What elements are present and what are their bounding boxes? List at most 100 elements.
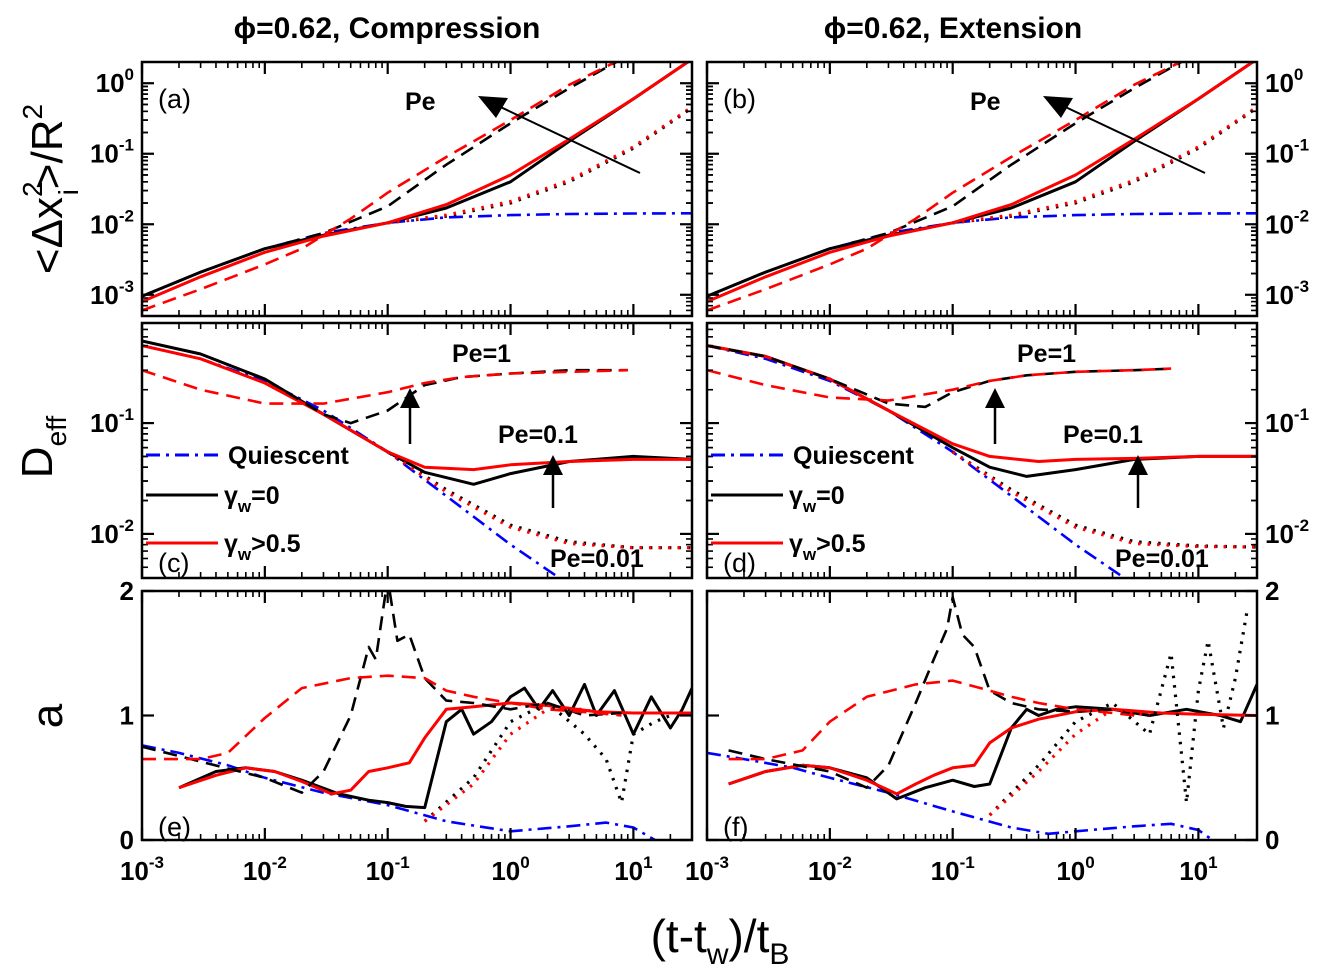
pe-arrow-shaft [1056, 102, 1206, 174]
series-line-2 [142, 344, 692, 472]
annotation-pe: Pe [970, 88, 1001, 116]
panel-label: (c) [158, 548, 189, 578]
y-tick-label-right: 100 [1265, 65, 1303, 98]
x-tick-label: 10-3 [120, 853, 164, 886]
series-group [707, 344, 1257, 578]
annotation-pe: Pe [405, 88, 436, 116]
legend-label: Quiescent [228, 442, 350, 470]
x-tick-label: 101 [614, 853, 652, 886]
series-line-2 [728, 707, 1257, 796]
y-tick-label-right: 10-3 [1265, 277, 1309, 310]
legend-label: γw>0.5 [224, 530, 301, 564]
column-title-extension: ϕ=0.62, Extension [824, 12, 1082, 45]
y-tick-label-right: 10-1 [1265, 136, 1309, 169]
panel-label: (e) [158, 812, 191, 842]
series-line-4 [707, 367, 1172, 402]
panel-d: 10-2 10-1 (d) Pe=1 Pe=0.1 Pe=0.01 Quiescent γw=… [705, 321, 1309, 580]
y-axis-label-deff: Deff [13, 416, 72, 479]
series-line-1 [178, 682, 692, 810]
series-line-2 [707, 344, 1257, 463]
series-line-4 [142, 368, 628, 405]
pe-arrow-head [1043, 96, 1073, 118]
plot-frame [140, 589, 694, 842]
up-arrow-head [985, 388, 1005, 408]
legend-label: γw=0 [224, 482, 280, 516]
series-line-3 [707, 344, 1172, 409]
series-line-3 [728, 595, 1135, 789]
series-line-3 [142, 339, 628, 425]
up-arrow-head [400, 388, 420, 408]
series-line-4 [728, 679, 1135, 761]
y-tick-label: 10-1 [90, 136, 134, 169]
plot-frame [705, 60, 1259, 318]
series-group [142, 591, 692, 840]
series-line-5 [423, 701, 671, 823]
series-line-6 [951, 450, 1257, 549]
annotation-pe-0-1: Pe=0.1 [1063, 421, 1143, 449]
y-tick-label: 10-2 [90, 516, 134, 549]
series-line-5 [951, 450, 1257, 549]
y-tick-label: 2 [120, 576, 134, 606]
legend-label: γw>0.5 [789, 530, 866, 564]
y-tick-label-right: 1 [1265, 701, 1279, 731]
series-group [142, 62, 692, 312]
series-group [707, 595, 1257, 840]
panel-label: (b) [723, 84, 756, 114]
y-axis-label-msd: <Δx2 i>/R2 [17, 104, 84, 274]
y-tick-label: 10-2 [90, 206, 134, 239]
series-line-2 [178, 701, 692, 796]
series-line-3 [142, 591, 622, 794]
series-group [707, 62, 1257, 312]
panel-c: 10-2 10-1 (c) Pe=1 Pe=0.1 Pe=0.01 Quiescent γw=… [90, 321, 694, 580]
series-line-0 [707, 344, 1126, 578]
annotation-pe-0-1: Pe=0.1 [498, 421, 578, 449]
x-tick-label: 100 [1056, 853, 1094, 886]
series-line-2 [707, 62, 1256, 303]
pe-arrow-head [478, 96, 508, 118]
annotation-pe-1: Pe=1 [452, 340, 511, 368]
series-line-0 [707, 212, 1257, 298]
y-tick-label-right: 0 [1265, 825, 1279, 855]
series-line-4 [142, 62, 619, 312]
series-line-0 [142, 744, 656, 840]
y-tick-label-right: 2 [1265, 576, 1279, 606]
series-line-6 [952, 105, 1257, 225]
x-tick-label: 101 [1179, 853, 1217, 886]
panel-b: 10-3 10-2 10-1 100 (b) Pe [705, 60, 1309, 318]
series-line-3 [829, 62, 1184, 250]
series-line-0 [142, 212, 692, 298]
y-tick-label: 10-1 [90, 405, 134, 438]
y-tick-label-right: 10-2 [1265, 516, 1309, 549]
series-line-6 [423, 707, 607, 823]
y-axis-label-a: a [23, 703, 72, 728]
x-tick-label: 100 [491, 853, 529, 886]
up-arrow-head [543, 455, 563, 475]
y-tick-label: 100 [96, 65, 134, 98]
x-tick-label: 10-1 [366, 853, 410, 886]
panel-label: (d) [723, 548, 756, 578]
series-line-3 [264, 62, 619, 250]
x-tick-label: 10-1 [931, 853, 975, 886]
y-tick-label-right: 10-2 [1265, 206, 1309, 239]
y-tick-label: 0 [120, 825, 134, 855]
annotation-pe-0-01: Pe=0.01 [1115, 545, 1209, 573]
y-tick-label: 10-3 [90, 277, 134, 310]
x-tick-label: 10-3 [685, 853, 729, 886]
legend-label: γw=0 [789, 482, 845, 516]
series-line-6 [386, 450, 692, 550]
x-tick-label: 10-2 [243, 853, 287, 886]
x-tick-label: 10-2 [808, 853, 852, 886]
up-arrow-head [1128, 455, 1148, 475]
panel-a: 10-3 10-2 10-1 100 (a) Pe [90, 60, 694, 318]
series-line-6 [387, 105, 692, 225]
annotation-pe-0-01: Pe=0.01 [550, 545, 644, 573]
plot-frame [140, 60, 694, 318]
legend-label: Quiescent [793, 442, 915, 470]
panel-label: (f) [723, 812, 748, 842]
y-tick-label-right: 10-1 [1265, 405, 1309, 438]
plot-frame [140, 321, 694, 580]
pe-arrow-shaft [491, 102, 641, 174]
